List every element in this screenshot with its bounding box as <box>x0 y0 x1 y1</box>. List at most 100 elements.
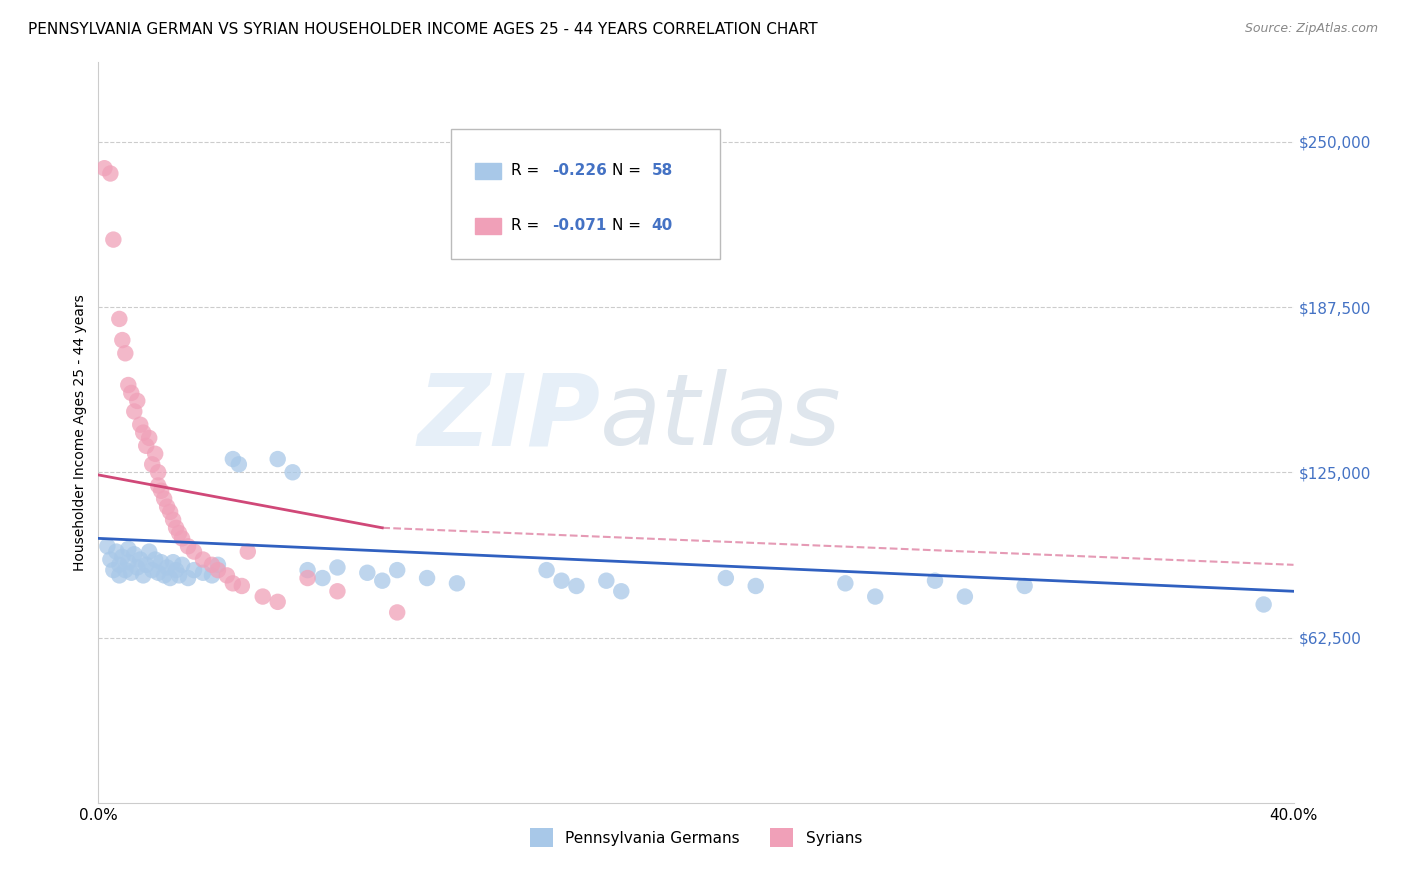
Point <box>129 417 152 432</box>
Point <box>207 558 229 572</box>
Point <box>108 558 131 572</box>
Point <box>159 505 181 519</box>
Point <box>267 452 290 467</box>
Point <box>207 563 229 577</box>
Point <box>326 584 349 599</box>
Point <box>297 563 319 577</box>
Point <box>446 576 468 591</box>
Point <box>105 544 128 558</box>
Point <box>191 552 214 566</box>
Text: 58: 58 <box>652 163 673 178</box>
Point <box>281 465 304 479</box>
Point <box>117 541 139 556</box>
Point <box>135 439 157 453</box>
Point <box>162 555 184 569</box>
Point <box>114 346 136 360</box>
Point <box>124 547 146 561</box>
Point <box>231 579 253 593</box>
Point <box>138 431 160 445</box>
Point <box>148 465 170 479</box>
Point <box>153 568 176 582</box>
Point <box>127 393 149 408</box>
Point <box>183 563 205 577</box>
Text: N =: N = <box>613 219 647 234</box>
Point <box>103 563 125 577</box>
Text: N =: N = <box>613 163 647 178</box>
Point <box>143 447 166 461</box>
Point <box>162 513 184 527</box>
Point <box>610 584 633 599</box>
Bar <box>475 162 501 179</box>
Point <box>356 566 378 580</box>
Point <box>297 571 319 585</box>
Point <box>156 500 179 514</box>
Text: R =: R = <box>510 219 544 234</box>
Point <box>159 571 181 585</box>
Point <box>135 558 157 572</box>
Point <box>120 386 142 401</box>
Point <box>326 560 349 574</box>
Point <box>536 563 558 577</box>
Point <box>103 233 125 247</box>
Point <box>120 566 142 580</box>
Point <box>215 568 238 582</box>
Point <box>236 544 259 558</box>
Text: PENNSYLVANIA GERMAN VS SYRIAN HOUSEHOLDER INCOME AGES 25 - 44 YEARS CORRELATION : PENNSYLVANIA GERMAN VS SYRIAN HOUSEHOLDE… <box>28 22 818 37</box>
Point <box>745 579 768 593</box>
Point <box>222 452 245 467</box>
Point <box>252 590 274 604</box>
Text: ZIP: ZIP <box>418 369 600 467</box>
Point <box>138 544 160 558</box>
Point <box>114 563 136 577</box>
Point <box>714 571 737 585</box>
Point <box>865 590 887 604</box>
Y-axis label: Householder Income Ages 25 - 44 years: Householder Income Ages 25 - 44 years <box>73 294 87 571</box>
Point <box>108 568 131 582</box>
Point <box>201 568 224 582</box>
Point <box>150 483 173 498</box>
Point <box>222 576 245 591</box>
Point <box>148 566 170 580</box>
Point <box>156 560 179 574</box>
Point <box>953 590 976 604</box>
Point <box>111 549 134 564</box>
Point <box>117 555 139 569</box>
Text: atlas: atlas <box>600 369 842 467</box>
Point <box>183 544 205 558</box>
Point <box>129 552 152 566</box>
FancyBboxPatch shape <box>451 129 720 259</box>
Point <box>201 558 224 572</box>
Point <box>165 521 187 535</box>
Point <box>96 539 118 553</box>
Point <box>1253 598 1275 612</box>
Point <box>98 166 122 180</box>
Point <box>416 571 439 585</box>
Point <box>371 574 394 588</box>
Point <box>141 458 163 472</box>
Point <box>311 571 333 585</box>
Legend: Pennsylvania Germans, Syrians: Pennsylvania Germans, Syrians <box>530 829 862 847</box>
Point <box>127 560 149 574</box>
Point <box>177 539 200 553</box>
Point <box>565 579 588 593</box>
Point <box>132 425 155 440</box>
Point <box>385 563 409 577</box>
Text: -0.226: -0.226 <box>553 163 607 178</box>
Point <box>228 458 250 472</box>
Point <box>98 552 122 566</box>
Point <box>93 161 115 176</box>
Text: -0.071: -0.071 <box>553 219 607 234</box>
Point <box>167 526 190 541</box>
Point <box>141 563 163 577</box>
Text: R =: R = <box>510 163 544 178</box>
Point <box>167 568 190 582</box>
Point <box>595 574 617 588</box>
Point <box>191 566 214 580</box>
Point <box>132 568 155 582</box>
Point <box>108 312 131 326</box>
Point <box>143 552 166 566</box>
Text: Source: ZipAtlas.com: Source: ZipAtlas.com <box>1244 22 1378 36</box>
Point <box>172 558 194 572</box>
Point <box>165 563 187 577</box>
Point <box>172 532 194 546</box>
